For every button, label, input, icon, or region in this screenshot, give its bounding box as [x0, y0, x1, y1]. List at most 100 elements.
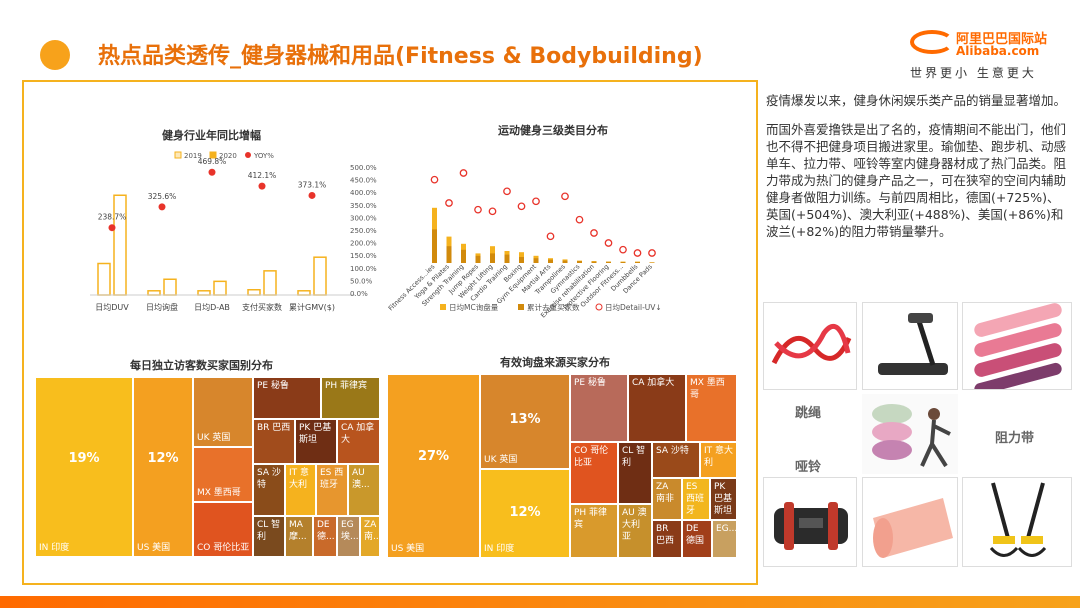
- treemap-cell-label: MX 墨西哥: [197, 488, 241, 498]
- treemap-cell: PE 秘鲁: [570, 374, 628, 442]
- buyer-bar-4: [490, 253, 495, 263]
- treemap-cell: PH 菲律宾: [321, 377, 380, 419]
- treemap-cell-label: EG 埃...: [341, 520, 359, 542]
- uv-point-11: [590, 229, 598, 237]
- x-tick-2: 日均D-AB: [194, 302, 230, 312]
- c2-legend-swatch-0: [440, 304, 446, 310]
- treemap-cell-label: IN 印度: [39, 543, 70, 553]
- treemap-cell-label: US 美国: [391, 544, 425, 554]
- y2-tick-0: 0.0%: [350, 290, 368, 298]
- uv-point-8: [546, 232, 555, 241]
- uv-point-15: [648, 249, 656, 257]
- buyer-bar-5: [504, 254, 510, 263]
- insight-paragraph-2: 而国外喜爱撸铁是出了名的，疫情期间不能出门，他们也不得不把健身项目搬进家里。瑜伽…: [766, 122, 1067, 239]
- bar-2019-2: [197, 290, 211, 296]
- treemap-cell: DE 德国: [682, 520, 712, 558]
- treemap-cell-label: AU 澳...: [352, 468, 370, 490]
- buyer-bar-13: [620, 262, 626, 263]
- uv-point-0: [430, 175, 439, 184]
- treemap-cell-label: PK 巴基斯坦: [714, 482, 733, 516]
- page-title: 热点品类透传_健身器械和用品(Fitness & Bodybuilding): [98, 44, 703, 69]
- buyer-bar-0: [432, 229, 437, 263]
- legend-swatch-1: [209, 151, 217, 159]
- treemap-cell: CO 哥伦比亚: [193, 502, 253, 557]
- treemap-cell: DE 德...: [313, 516, 337, 557]
- yoy-label-0: 238.7%: [98, 213, 127, 222]
- jump-rope-image: [763, 302, 857, 390]
- treemap-cell-label: BR 巴西: [656, 524, 675, 546]
- bar-2019-0: [97, 262, 111, 296]
- bar-2020-4: [313, 256, 327, 296]
- y2-tick-9: 450.0%: [350, 177, 377, 185]
- bar-2020-2: [213, 280, 227, 296]
- treemap-cell-label: PE 秘鲁: [574, 378, 606, 388]
- treemap-cell: BR 巴西: [253, 419, 295, 464]
- bar-2019-1: [147, 290, 161, 296]
- yoy-label-3: 412.1%: [248, 171, 277, 180]
- dumbbell-label: 哑铃: [795, 460, 822, 475]
- buyer-bar-1: [446, 246, 452, 263]
- treemap-cell: SA 沙特: [253, 464, 285, 516]
- treemap-cell: MA 摩...: [285, 516, 313, 557]
- treemap-cell-label: DE 德...: [317, 520, 335, 542]
- y2-tick-6: 300.0%: [350, 214, 377, 222]
- legend-label-0: 2019: [184, 152, 202, 160]
- treemap-cell-label: AU 澳大利亚: [622, 508, 647, 542]
- category-distribution-chart: 0.0% 50.0% 100.0% 150.0% 200.0% 250.0% 300.0% 3…: [350, 164, 662, 320]
- jump-rope-label: 跳绳: [795, 406, 822, 421]
- y2-tick-1: 50.0%: [350, 277, 373, 285]
- c2-legend-swatch-2: [595, 303, 603, 311]
- treemap-cell-pct: 12%: [147, 450, 179, 466]
- treemap-cell: ES 西班牙: [682, 478, 710, 520]
- treemap-cell-label: CA 加拿大: [341, 423, 375, 445]
- buyer-bar-6: [519, 257, 524, 263]
- legend-swatch-0: [174, 151, 182, 159]
- treemap-cell-pct: 13%: [509, 412, 541, 428]
- treemap-cell: PE 秘鲁: [253, 377, 321, 419]
- yoy-point-4: [308, 191, 316, 199]
- uv-point-5: [503, 187, 511, 196]
- treemap-cell: IT 意大利: [700, 442, 737, 478]
- treemap-cell-label: DE 德国: [686, 524, 705, 546]
- yoy-label-2: 469.8%: [198, 157, 227, 166]
- treemap-cell-label: IN 印度: [484, 544, 515, 554]
- treemap-cell-label: PE 秘鲁: [257, 381, 289, 391]
- treemap-cell-label: CL 智利: [622, 446, 646, 468]
- treemap-cell: PK 巴基斯坦: [295, 419, 337, 464]
- buyer-bar-14: [635, 262, 640, 263]
- logo-slogan: 世界更小 生意更大: [910, 66, 1037, 80]
- uv-point-7: [532, 197, 540, 206]
- buyer-bar-2: [461, 249, 466, 263]
- y2-tick-8: 400.0%: [350, 189, 377, 197]
- insight-text-panel: 疫情爆发以来，健身休闲娱乐类产品的销量显著增加。 而国外喜爱撸铁是出了名的，疫情…: [766, 92, 1066, 252]
- buyer-bar-7: [533, 258, 539, 263]
- treemap2-title: 有效询盘来源买家分布: [500, 356, 610, 369]
- x-tick-3: 支付买家数: [242, 302, 282, 312]
- resistance-band-label: 阻力带: [995, 431, 1035, 446]
- bar-2020-1: [163, 278, 177, 296]
- treemap-cell-pct: 19%: [68, 450, 100, 466]
- c2-legend-label-2: 日均Detail-UV↓: [605, 302, 662, 312]
- y2-tick-2: 100.0%: [350, 265, 377, 273]
- treemap-cell: CA 加拿大: [628, 374, 686, 442]
- x-tick-1: 日均询盘: [146, 302, 178, 312]
- treemap-cell: PK 巴基斯坦: [710, 478, 737, 520]
- treemap-cell: 13% UK 英国: [480, 374, 570, 469]
- y2-tick-4: 200.0%: [350, 240, 377, 248]
- treemap-cell: IT 意大利: [285, 464, 316, 516]
- charts-frame: [22, 80, 758, 585]
- suspension-trainer-image: [962, 477, 1072, 567]
- treemap-cell: EG 埃...: [337, 516, 360, 557]
- treemap-cell: AU 澳大利亚: [618, 504, 652, 558]
- treemap-cell-label: PH 菲律宾: [574, 508, 608, 530]
- treemap-cell: EG...: [712, 520, 737, 558]
- chart2-title: 运动健身三级类目分布: [498, 124, 608, 137]
- c2-legend-swatch-1: [518, 304, 524, 310]
- treemap-cell: CA 加拿大: [337, 419, 380, 464]
- treemap-cell-label: ZA 南...: [364, 520, 380, 542]
- inquiry-country-treemap: 27% US 美国 13% UK 英国 12% IN 印度 PE 秘鲁 CA 加拿大 MX 墨西…: [387, 374, 737, 558]
- treemap-cell: SA 沙特: [652, 442, 700, 478]
- treemap-cell-label: PH 菲律宾: [325, 381, 368, 391]
- yoy-point-1: [158, 203, 166, 211]
